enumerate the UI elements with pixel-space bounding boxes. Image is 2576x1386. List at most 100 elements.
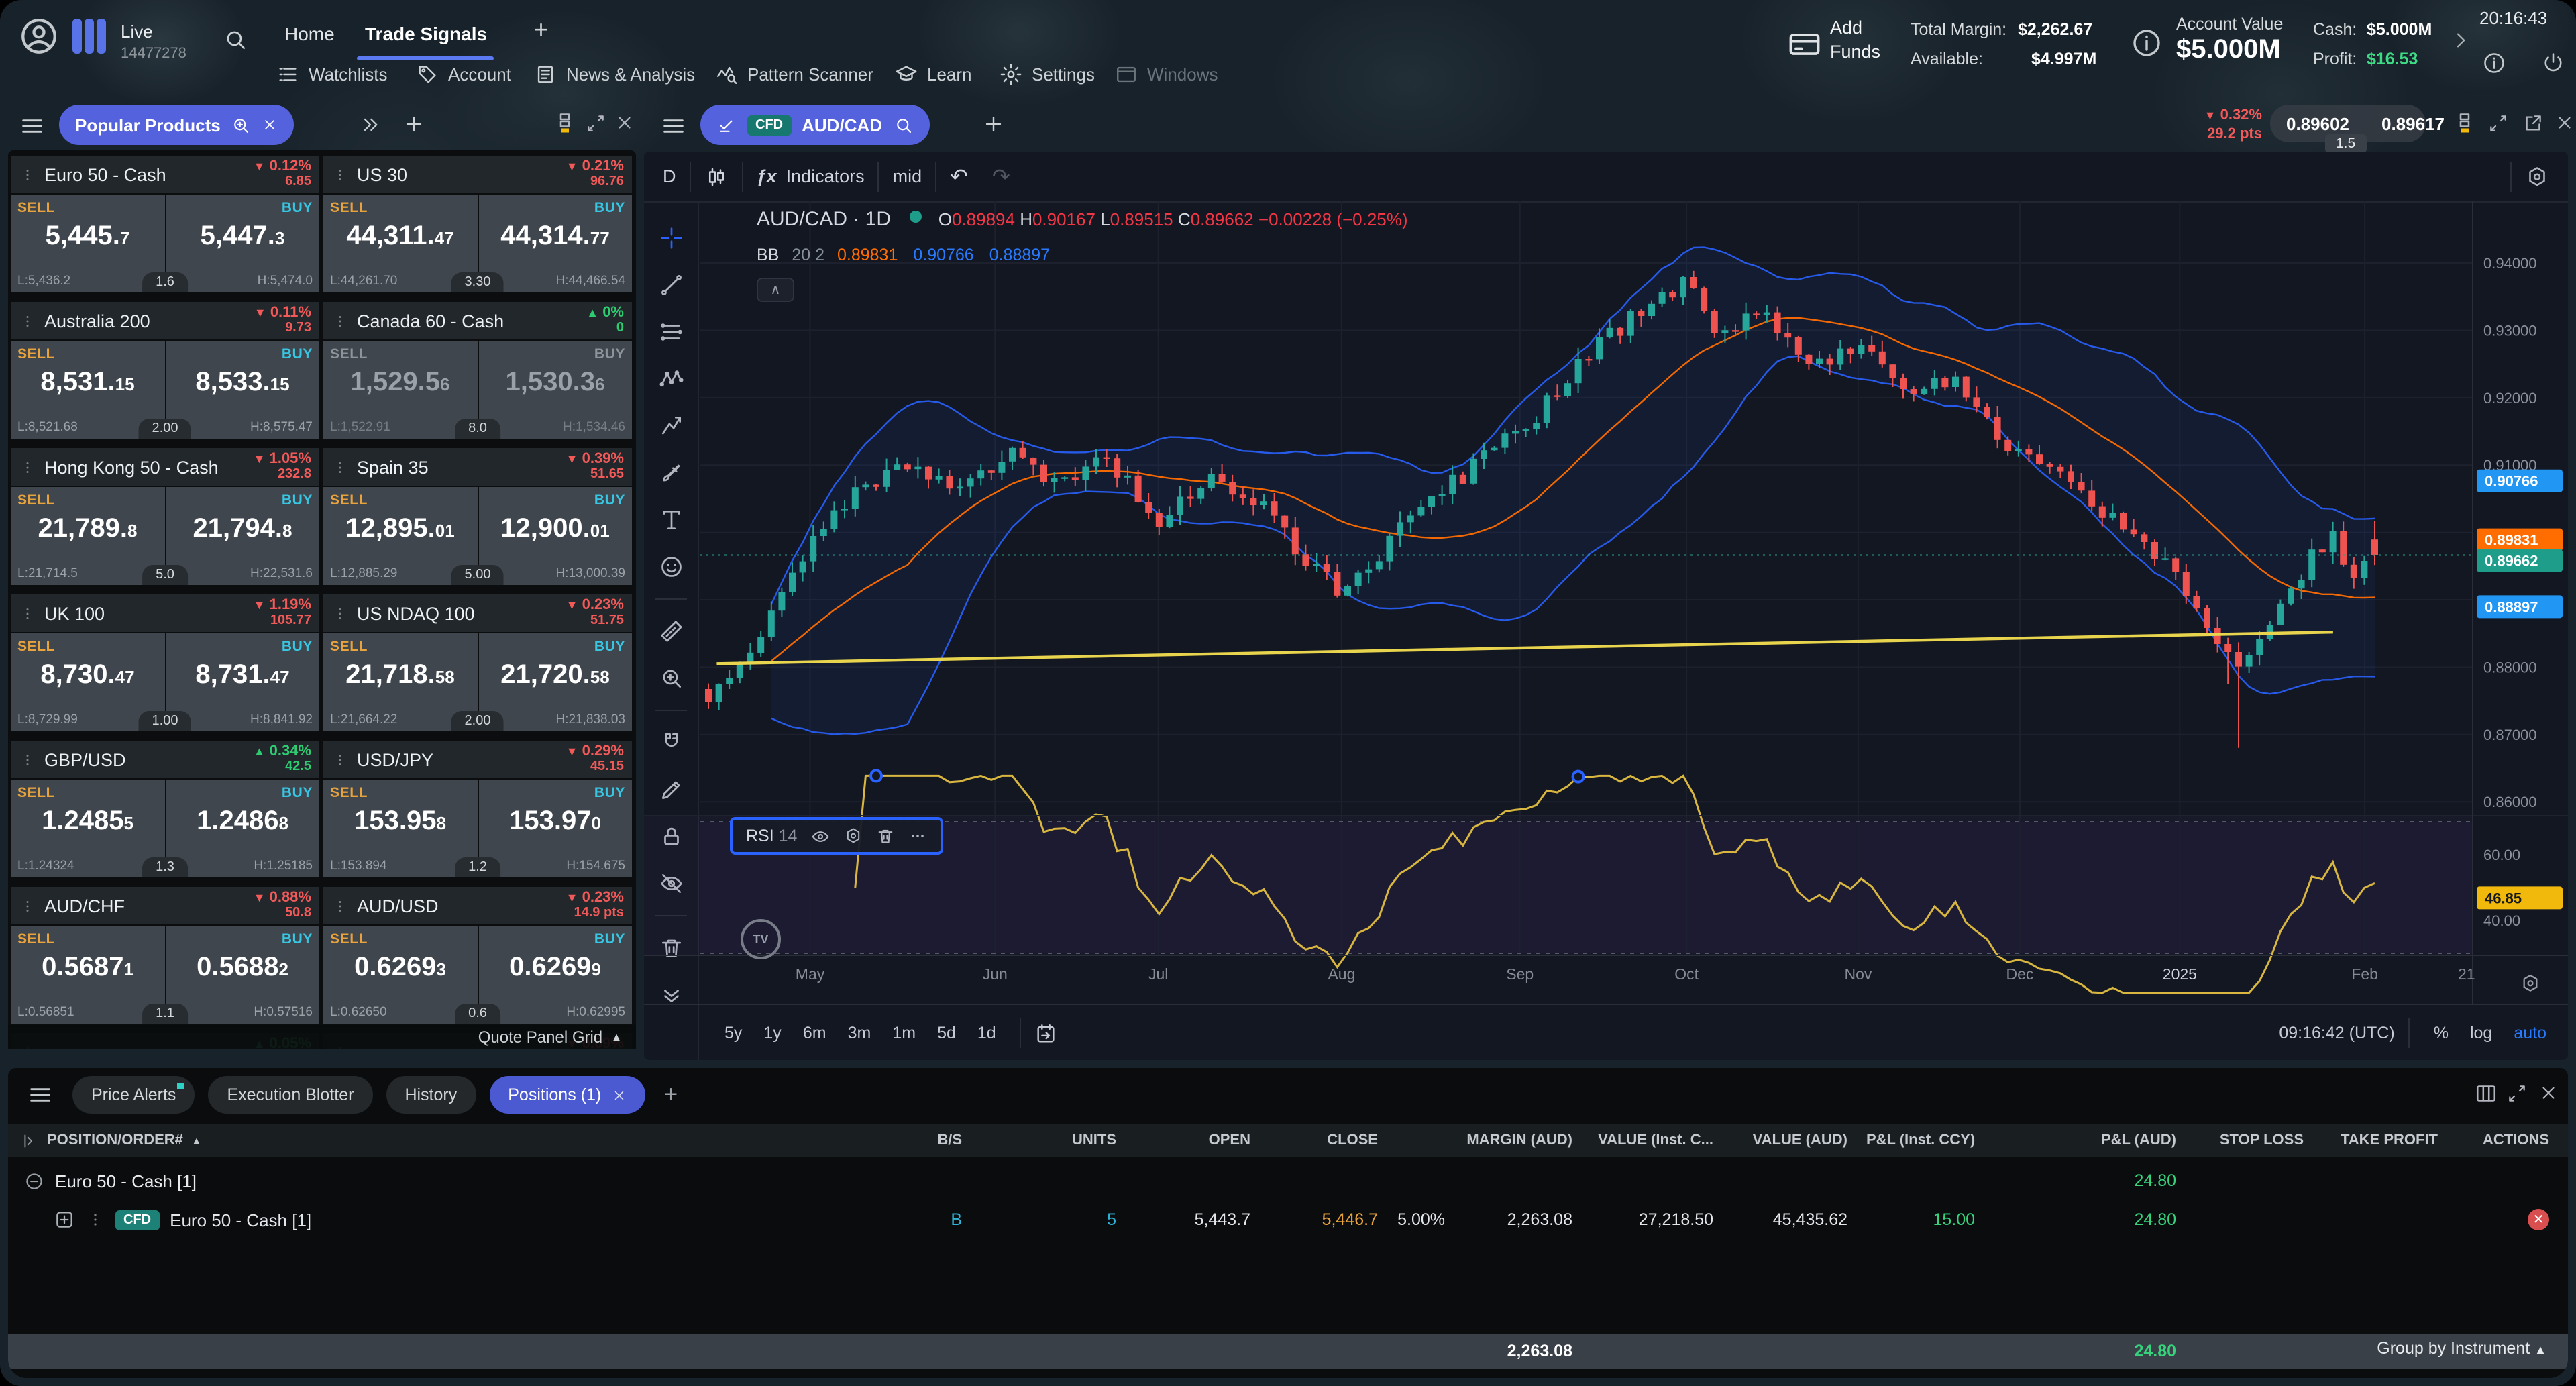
sell-button[interactable]: SELL 44,311.47 L:44,261.70 [323,195,477,292]
drag-handle-icon[interactable] [19,751,36,768]
rsi-indicator-box[interactable]: RSI 14 [730,817,944,855]
watchlist-close-icon[interactable] [614,113,635,133]
timeframe-5d[interactable]: 5d [937,1024,956,1043]
buy-button[interactable]: BUY 1,530.36 H:1,534.46 [478,341,632,439]
tool-ruler-icon[interactable] [644,608,698,655]
drag-handle-icon[interactable] [331,166,349,183]
tile-header[interactable]: US 30 ▼ 0.21% 96.76 [323,156,632,193]
buy-button[interactable]: BUY 21,794.8 H:22,531.6 [166,487,319,585]
chart-settings-icon[interactable] [2525,164,2549,189]
tab-positions-1-[interactable]: Positions (1) [489,1076,646,1114]
chart-type-icon[interactable] [704,164,729,189]
auto-scale-button[interactable]: auto [2514,1024,2546,1043]
tile-header[interactable]: AUD/USD ▼ 0.23% 14.9 pts [323,887,632,924]
watchlist-expand-tabs-icon[interactable] [360,114,381,136]
tile-header[interactable]: UK 100 ▼ 1.19% 105.77 [11,594,319,632]
sell-button[interactable]: SELL 12,895.01 L:12,885.29 [323,487,477,585]
chart-fullscreen-icon[interactable] [2487,113,2509,134]
drag-handle-icon[interactable] [331,897,349,914]
price-chart-svg[interactable]: 0.940000.930000.920000.910000.880000.870… [644,201,2568,1004]
chart-sell-price[interactable]: 0.89602 [2286,113,2349,134]
sell-button[interactable]: SELL 1,529.56 L:1,522.91 [323,341,477,439]
col-p-l-aud-[interactable]: P&L (AUD) [2100,1132,2176,1149]
col-position-order[interactable]: POSITION/ORDER# ▲ [8,1132,867,1149]
tile-header[interactable]: GBP/USD ▲ 0.34% 42.5 [11,741,319,778]
watchlist-search-icon[interactable] [231,115,252,135]
add-tab-button[interactable]: + [534,16,549,43]
timeframe-1y[interactable]: 1y [763,1024,782,1043]
tool-crosshair-icon[interactable] [644,215,698,262]
col-b-s[interactable]: B/S [937,1132,962,1149]
legend-collapse-button[interactable]: ∧ [757,278,794,302]
watchlist-layout-icon[interactable] [553,111,577,136]
tool-chevD2-icon[interactable] [644,971,698,1018]
col-margin-aud-[interactable]: MARGIN (AUD) [1466,1132,1572,1149]
chart-layout-icon[interactable] [2453,111,2477,136]
nav-news-analysis[interactable]: News & Analysis [534,63,695,86]
add-order-icon[interactable] [54,1209,75,1230]
buy-button[interactable]: BUY 21,720.58 H:21,838.03 [478,633,632,731]
tool-textT-icon[interactable] [644,496,698,543]
nav-account[interactable]: Account [416,63,511,86]
nav-pattern-scanner[interactable]: Pattern Scanner [715,63,873,86]
symbol-search-icon[interactable] [893,115,913,135]
sell-button[interactable]: SELL 0.62693 L:0.62650 [323,926,477,1024]
buy-button[interactable]: BUY 5,447.3 H:5,474.0 [166,195,319,292]
tile-header[interactable]: Australia 200 ▼ 0.11% 9.73 [11,302,319,339]
drag-handle-icon[interactable] [19,897,36,914]
drag-handle-icon[interactable] [331,458,349,476]
tool-magnet-icon[interactable] [644,719,698,766]
add-funds-icon[interactable] [1787,27,1822,62]
timeframe-1m[interactable]: 1m [892,1024,916,1043]
indicators-button[interactable]: Indicators [786,166,865,186]
buy-button[interactable]: BUY 44,314.77 H:44,466.54 [478,195,632,292]
buy-button[interactable]: BUY 8,731.47 H:8,841.92 [166,633,319,731]
tab-trade-signals[interactable]: Trade Signals [365,23,488,44]
fx-icon[interactable]: ƒx [756,166,777,186]
sell-button[interactable]: SELL 153.958 L:153.894 [323,780,477,877]
account-info-icon[interactable] [2131,27,2163,59]
interval-button[interactable]: D [663,166,676,186]
logout-icon[interactable] [2541,51,2565,75]
add-funds-button-2[interactable]: Funds [1830,42,1881,62]
tab-execution-blotter[interactable]: Execution Blotter [208,1076,373,1114]
tab-home[interactable]: Home [284,23,335,44]
chart-clock[interactable]: 09:16:42 (UTC) [2279,1024,2395,1043]
drag-handle-icon[interactable] [19,166,36,183]
tool-brush-icon[interactable] [644,449,698,496]
tool-trendline-icon[interactable] [644,262,698,309]
timeframe-1d[interactable]: 1d [977,1024,996,1043]
info-icon[interactable] [2482,51,2506,75]
row-menu-icon[interactable] [86,1210,105,1229]
sell-button[interactable]: SELL 0.56871 L:0.56851 [11,926,164,1024]
watchlist-add-icon[interactable] [402,113,425,136]
bottom-columns-icon[interactable] [2474,1081,2498,1106]
col-stop-loss[interactable]: STOP LOSS [2219,1132,2304,1149]
tool-eyeoff-icon[interactable] [644,860,698,907]
collapse-group-icon[interactable] [24,1171,44,1191]
tool-zoomsearch-icon[interactable] [644,655,698,702]
position-group-row[interactable]: Euro 50 - Cash [1] 24.80 [8,1162,2568,1200]
drag-handle-icon[interactable] [331,604,349,622]
buy-button[interactable]: BUY 12,900.01 H:13,000.39 [478,487,632,585]
tool-fib-icon[interactable] [644,309,698,356]
nav-watchlists[interactable]: Watchlists [276,63,388,86]
tool-forecast-icon[interactable] [644,403,698,449]
buy-button[interactable]: BUY 0.56882 H:0.57516 [166,926,319,1024]
tab-price-alerts[interactable]: Price Alerts [72,1076,195,1114]
add-bottom-tab-button[interactable]: + [664,1081,678,1107]
bottom-menu-icon[interactable] [27,1081,54,1108]
rsi-delete-icon[interactable] [876,827,895,845]
time-axis-settings-icon[interactable] [2520,973,2541,994]
nav-learn[interactable]: Learn [895,63,972,86]
drag-handle-icon[interactable] [19,312,36,329]
tile-header[interactable]: USD/JPY ▼ 0.29% 45.15 [323,741,632,778]
search-icon[interactable] [223,27,248,52]
sell-button[interactable]: SELL 5,445.7 L:5,436.2 [11,195,164,292]
position-row[interactable]: CFD Euro 50 - Cash [1] B 5 5,443.7 5,446.7 5.… [8,1200,2568,1240]
sell-button[interactable]: SELL 8,531.15 L:8,521.68 [11,341,164,439]
percent-scale-button[interactable]: % [2433,1024,2449,1043]
rsi-settings-icon[interactable] [844,827,863,845]
tile-header[interactable]: Spain 35 ▼ 0.39% 51.65 [323,448,632,486]
tab-history[interactable]: History [386,1076,476,1114]
